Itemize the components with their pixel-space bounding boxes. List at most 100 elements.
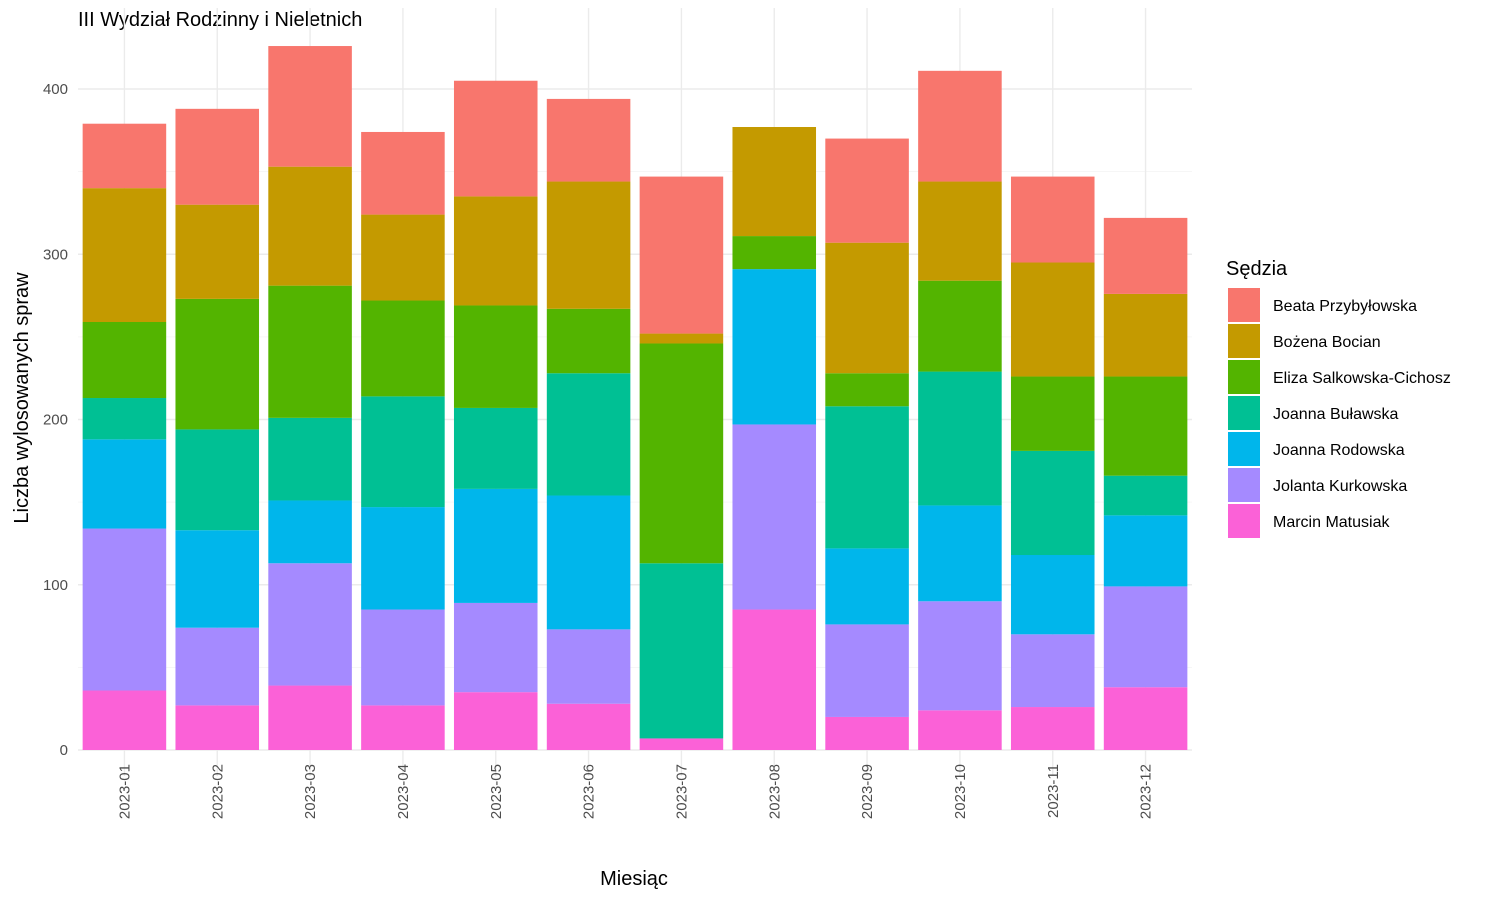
bar-segment [361, 396, 445, 508]
legend-label: Marcin Matusiak [1273, 514, 1390, 531]
bar-segment [918, 280, 1002, 372]
bar-segment [1010, 376, 1095, 451]
bar-segment [1103, 586, 1188, 688]
bar-segment [82, 188, 167, 323]
bar-segment [639, 333, 724, 344]
x-tick-label: 2023-11 [1045, 764, 1062, 818]
legend-title: Sędzia [1226, 258, 1288, 280]
bar-segment [82, 123, 167, 189]
bars [82, 46, 1188, 750]
bar-segment [732, 609, 817, 750]
bar-segment [268, 285, 352, 418]
legend-swatch [1228, 504, 1260, 538]
x-axis-ticks: 2023-01 2023-02 2023-03 2023-04 2023-05 2023-… [116, 764, 1154, 819]
legend-label: Jolanta Kurkowska [1273, 478, 1407, 495]
x-tick-label: 2023-04 [395, 764, 412, 819]
bar-segment [361, 507, 445, 610]
y-tick-label: 0 [60, 742, 68, 759]
bar-segment [546, 373, 631, 496]
bar-segment [546, 629, 631, 704]
bar-segment [732, 127, 817, 237]
y-tick-label: 100 [43, 577, 68, 594]
legend-swatch [1228, 468, 1260, 502]
bar-segment [268, 417, 352, 501]
bar-segment [1103, 687, 1188, 750]
bar-segment [1010, 634, 1095, 708]
legend-label: Eliza Salkowska-Cichosz [1273, 370, 1451, 387]
bar-segment [918, 710, 1002, 750]
bar-segment [639, 343, 724, 564]
bar-segment [175, 204, 260, 299]
bar-segment [175, 705, 260, 750]
bar-segment [268, 46, 352, 167]
bar-segment [453, 80, 538, 197]
x-tick-label: 2023-12 [1138, 764, 1155, 819]
bar-segment [918, 371, 1002, 506]
bar-segment [825, 242, 909, 374]
bar-segment [825, 624, 909, 717]
y-axis-ticks: 0 100 200 300 400 [43, 81, 68, 759]
bar-segment [1103, 293, 1188, 377]
bar-segment [918, 505, 1002, 602]
bar-segment [453, 196, 538, 306]
bar-segment [268, 166, 352, 286]
bar-segment [825, 406, 909, 549]
x-tick-label: 2023-09 [859, 764, 876, 819]
x-tick-label: 2023-06 [581, 764, 598, 819]
bar-segment [1010, 450, 1095, 556]
x-tick-label: 2023-05 [488, 764, 505, 819]
bar-segment [453, 305, 538, 408]
legend-swatch [1228, 396, 1260, 430]
bar-segment [361, 609, 445, 706]
bar-segment [1010, 707, 1095, 750]
y-tick-label: 200 [43, 412, 68, 429]
legend-label: Joanna Buławska [1273, 406, 1399, 423]
legend-label: Bożena Bocian [1273, 334, 1381, 351]
bar-segment [546, 495, 631, 630]
bar-segment [268, 685, 352, 750]
x-tick-label: 2023-03 [302, 764, 319, 819]
x-tick-label: 2023-08 [766, 764, 783, 819]
legend-swatch [1228, 360, 1260, 394]
bar-segment [175, 530, 260, 628]
bar-segment [1103, 376, 1188, 476]
bar-segment [1103, 515, 1188, 587]
x-tick-label: 2023-01 [116, 764, 133, 819]
bar-segment [639, 176, 724, 334]
legend-swatch [1228, 288, 1260, 322]
bar-segment [453, 602, 538, 693]
bar-segment [175, 627, 260, 706]
bar-segment [175, 108, 260, 205]
legend-swatch [1228, 432, 1260, 466]
bar-segment [546, 181, 631, 309]
legend-swatch [1228, 324, 1260, 358]
bar-segment [453, 488, 538, 603]
bar-segment [268, 563, 352, 686]
x-axis-title: Miesiąc [600, 868, 668, 890]
bar-segment [825, 138, 909, 243]
bar-segment [82, 690, 167, 750]
bar-segment [825, 716, 909, 750]
bar-segment [918, 601, 1002, 711]
x-tick-label: 2023-02 [209, 764, 226, 819]
bar-segment [453, 692, 538, 750]
bar-segment [361, 214, 445, 301]
bar-segment [268, 500, 352, 564]
bar-segment [361, 131, 445, 215]
bar-segment [1010, 555, 1095, 635]
y-axis-title: Liczba wylosowanych spraw [11, 272, 33, 524]
bar-segment [732, 269, 817, 425]
x-tick-label: 2023-10 [952, 764, 969, 819]
bar-segment [1103, 217, 1188, 294]
bar-segment [361, 300, 445, 397]
bar-segment [82, 322, 167, 399]
bar-segment [825, 548, 909, 625]
bar-segment [732, 236, 817, 270]
bar-segment [1010, 262, 1095, 377]
bar-segment [732, 424, 817, 610]
bar-segment [918, 70, 1002, 182]
bar-segment [546, 98, 631, 182]
bar-segment [1103, 475, 1188, 516]
legend: Sędzia Beata Przybyłowska Bożena Bocian El… [1226, 258, 1451, 538]
